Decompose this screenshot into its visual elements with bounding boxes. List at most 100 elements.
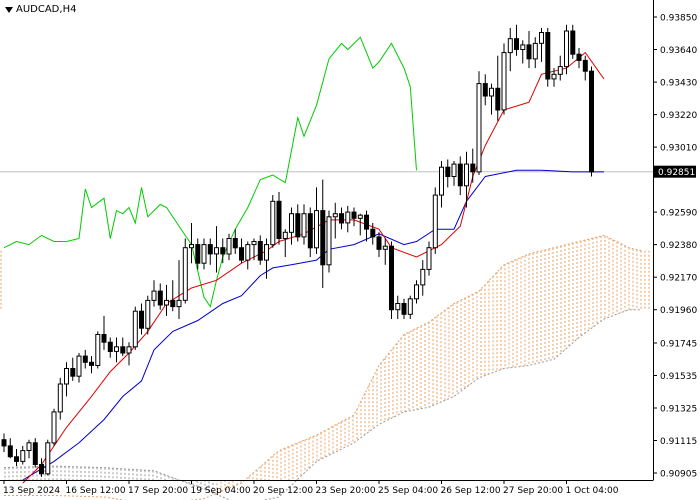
candle-body [226, 238, 232, 255]
candle-body [289, 213, 294, 233]
candle-body [101, 334, 107, 343]
chikou-span-line [3, 36, 417, 308]
y-tick-label: 0.91115 [660, 437, 697, 447]
y-tick-label: 0.93430 [660, 79, 697, 89]
candle-body [157, 290, 163, 306]
candle-body [320, 210, 326, 266]
y-tick-label: 0.92590 [660, 209, 697, 219]
candle-body [26, 442, 32, 451]
candle-body [270, 200, 276, 246]
candle-body [82, 355, 88, 363]
candle-body [264, 244, 269, 261]
candle-body [307, 213, 313, 249]
candle-body [257, 241, 263, 261]
candle-body [407, 298, 413, 315]
candle-body [151, 290, 157, 301]
candle-body [564, 30, 569, 68]
x-tick-label: 19 Sep 04:00 [191, 486, 251, 496]
candle-body [20, 450, 26, 462]
candle-body [545, 32, 551, 80]
candle-body [439, 166, 444, 196]
candle-body [64, 368, 69, 385]
candle-body [232, 238, 238, 249]
candle-body [295, 213, 301, 238]
candle-body [176, 299, 182, 308]
candle-body [501, 52, 507, 111]
candle-body [357, 214, 363, 219]
candle-body [445, 166, 451, 177]
candle-body [314, 210, 319, 249]
candle-body [1, 439, 7, 447]
candle-body [14, 456, 19, 462]
candle-body [301, 213, 307, 238]
y-tick-label: 0.92380 [660, 241, 697, 251]
candle-body [282, 231, 288, 240]
candle-body [220, 247, 226, 255]
candle-body [570, 30, 576, 55]
candlesticks [1, 24, 594, 477]
x-tick-label: 1 Oct 04:00 [566, 486, 619, 496]
kijun-sen-line [22, 169, 604, 481]
candle-body [582, 59, 588, 72]
candle-body [182, 247, 188, 301]
candle-body [214, 247, 219, 255]
y-tick-label: 0.91960 [660, 306, 697, 316]
y-tick-label: 0.93850 [660, 14, 697, 24]
candle-body [389, 245, 394, 311]
x-tick-label: 27 Sep 20:00 [503, 486, 563, 496]
candle-body [201, 244, 207, 264]
candle-body [576, 53, 582, 61]
current-price-box [654, 165, 696, 178]
candle-body [45, 442, 51, 475]
candle-body [532, 42, 538, 60]
candle-body [170, 299, 176, 308]
y-tick-label: 0.93640 [660, 46, 697, 56]
candle-body [207, 244, 213, 255]
candle-body [451, 163, 457, 178]
candle-body [245, 244, 251, 261]
candle-body [495, 87, 501, 111]
y-tick-label: 0.91325 [660, 405, 697, 415]
x-tick-label: 23 Sep 20:00 [316, 486, 376, 496]
candle-body [476, 83, 482, 173]
candle-body [107, 341, 113, 353]
candle-body [514, 38, 519, 51]
candle-body [395, 303, 401, 311]
x-tick-label: 13 Sep 2024 [3, 486, 60, 496]
candle-body [189, 244, 194, 249]
y-tick-label: 0.92170 [660, 274, 697, 284]
dropdown-triangle-icon[interactable] [5, 6, 13, 13]
candle-body [482, 83, 488, 97]
candle-body [251, 241, 257, 246]
candle-body [376, 236, 382, 250]
candle-body [507, 38, 513, 54]
candle-body [457, 163, 463, 187]
candle-body [276, 200, 282, 240]
x-tick-label: 20 Sep 12:00 [253, 486, 313, 496]
candle-body [551, 73, 557, 80]
candle-body [470, 163, 476, 173]
candle-body [589, 70, 594, 173]
candle-body [432, 194, 438, 249]
candle-body [195, 244, 201, 264]
candle-body [382, 245, 388, 250]
candle-body [126, 346, 132, 354]
chart-title: AUDCAD,H4 [5, 4, 76, 15]
candle-body [120, 346, 126, 354]
candle-body [401, 303, 407, 315]
candle-body [339, 213, 344, 224]
candle-body [539, 32, 544, 44]
candle-body [326, 216, 332, 266]
senkou-span-a [4, 234, 642, 500]
candle-body [526, 44, 532, 60]
candle-body [114, 346, 119, 352]
candle-body [351, 211, 357, 219]
candle-body [332, 213, 338, 218]
candle-body [426, 247, 432, 270]
candle-body [132, 310, 138, 348]
candle-body [95, 334, 101, 366]
candle-body [464, 163, 469, 187]
current-price-label: 0.92851 [658, 168, 695, 178]
x-tick-label: 17 Sep 20:00 [128, 486, 188, 496]
